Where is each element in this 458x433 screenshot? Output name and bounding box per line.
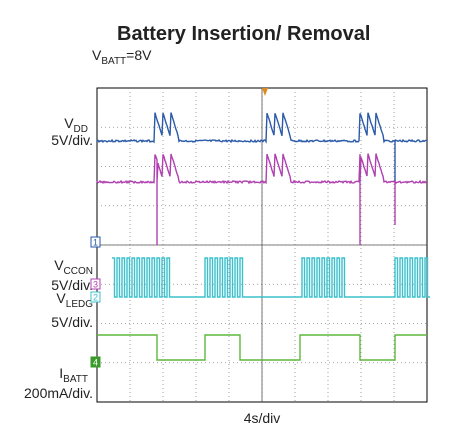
name-main: V bbox=[54, 257, 64, 273]
channel-scale: 5V/div. bbox=[51, 277, 93, 293]
name-sub: BATT bbox=[63, 374, 88, 385]
marker-label: 4 bbox=[93, 358, 98, 368]
subtitle: VBATT=8V bbox=[92, 47, 152, 67]
name-main: I bbox=[59, 365, 63, 381]
cyan-trace bbox=[112, 257, 430, 298]
subtitle-main: V bbox=[92, 47, 102, 63]
subtitle-rest: =8V bbox=[126, 47, 152, 63]
marker-box bbox=[90, 356, 101, 368]
marker-box bbox=[90, 236, 101, 248]
waveforms bbox=[96, 112, 430, 361]
trigger-marker bbox=[262, 88, 268, 96]
name-main: V bbox=[64, 115, 74, 131]
marker-label: 1 bbox=[93, 238, 98, 248]
marker-box bbox=[90, 291, 101, 303]
channel-markers: 1 3 2 4 bbox=[90, 236, 101, 368]
title: Battery Insertion/ Removal bbox=[117, 23, 370, 45]
channel-name: VLEDG bbox=[56, 290, 93, 310]
name-sub: CCON bbox=[64, 266, 93, 277]
ibatt-trace bbox=[97, 334, 427, 361]
grid bbox=[97, 88, 427, 402]
channel-labels: VDD 5V/div. VCCON 5V/div. VLEDG 5V/div. … bbox=[24, 115, 93, 401]
name-sub: LEDG bbox=[66, 299, 93, 310]
channel-scale: 5V/div. bbox=[51, 132, 93, 148]
channel-name: IBATT bbox=[59, 365, 88, 385]
name-sub: DD bbox=[74, 124, 88, 135]
vccon-ledg-trace bbox=[96, 153, 428, 245]
channel-name: VCCON bbox=[54, 257, 93, 277]
vdd-trace bbox=[96, 112, 427, 182]
marker-label: 3 bbox=[93, 280, 98, 290]
channel-scale: 5V/div. bbox=[51, 314, 93, 330]
subtitle-sub: BATT bbox=[101, 56, 126, 67]
channel-name: VDD bbox=[64, 115, 88, 135]
marker-box bbox=[90, 278, 101, 290]
name-main: V bbox=[56, 290, 66, 306]
time-scale: 4s/div bbox=[244, 410, 281, 426]
channel-scale: 200mA/div. bbox=[24, 385, 93, 401]
marker-label: 2 bbox=[93, 293, 98, 303]
